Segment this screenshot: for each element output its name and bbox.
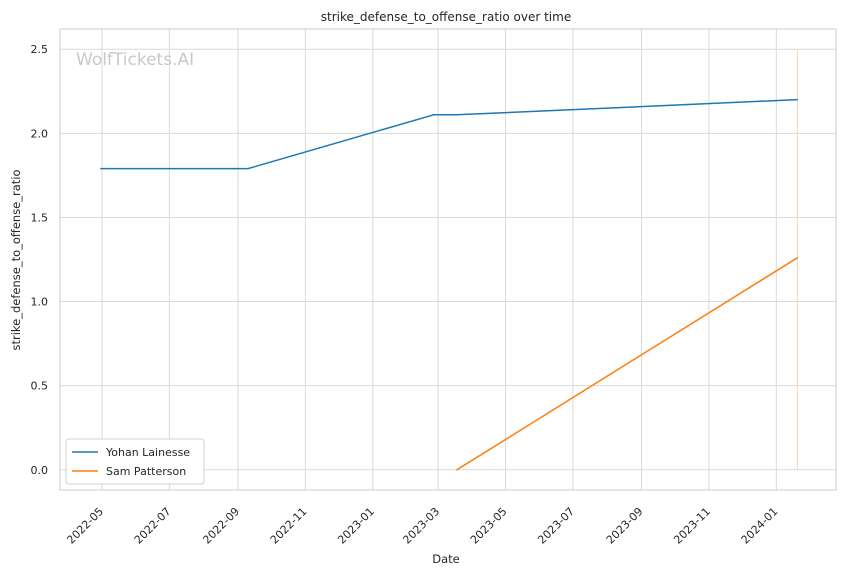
legend-box (65, 438, 205, 485)
y-tick-label: 2.5 (31, 43, 49, 56)
axes (59, 28, 837, 491)
series-layer (100, 49, 799, 471)
legend-label-sam-patterson: Sam Patterson (106, 465, 186, 478)
x-tick-label: 2023-05 (468, 505, 510, 547)
legend: Yohan Lainesse Sam Patterson (65, 438, 205, 485)
plot-frame (59, 28, 837, 491)
chart-title: strike_defense_to_offense_ratio over tim… (321, 10, 571, 24)
x-tick-label: 2023-11 (671, 505, 713, 547)
x-tick-label: 2023-07 (535, 505, 577, 547)
x-tick-label: 2023-03 (400, 505, 442, 547)
series-line-yohan-lainesse (100, 98, 799, 170)
y-tick-label: 2.0 (31, 127, 49, 140)
x-tick-label: 2023-09 (604, 505, 646, 547)
legend-label-yohan-lainesse: Yohan Lainesse (105, 446, 190, 459)
y-tick-label: 0.0 (31, 464, 49, 477)
y-tick-label: 0.5 (31, 380, 49, 393)
x-tick-label: 2022-07 (132, 505, 174, 547)
y-axis-label: strike_defense_to_offense_ratio (9, 169, 23, 350)
x-tick-label: 2023-01 (335, 505, 377, 547)
x-tick-label: 2022-11 (268, 505, 310, 547)
x-axis-label: Date (432, 552, 460, 566)
x-tick-label: 2024-01 (739, 505, 781, 547)
watermark-text: WolfTickets.AI (76, 50, 194, 70)
x-tick-label: 2022-09 (200, 505, 242, 547)
y-tick-label: 1.0 (31, 296, 49, 309)
plot-area (60, 29, 836, 490)
series-line-sam-patterson (456, 257, 799, 471)
y-tick-label: 1.5 (31, 211, 49, 224)
x-tick-label: 2022-05 (64, 505, 106, 547)
